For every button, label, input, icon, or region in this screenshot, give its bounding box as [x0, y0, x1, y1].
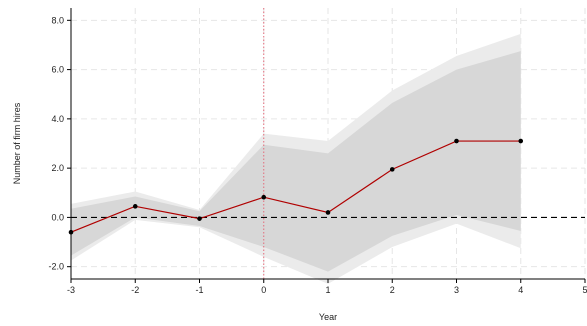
x-tick-label: 2	[390, 285, 395, 295]
series-lines	[70, 140, 521, 233]
estimate-point	[518, 138, 524, 144]
x-tick-label: -3	[67, 285, 75, 295]
y-tick-label: 8.0	[51, 15, 64, 25]
x-tick-label: -2	[131, 285, 139, 295]
y-tick-label: 6.0	[51, 65, 64, 75]
x-tick-label: 5	[582, 285, 587, 295]
inner-confidence-band	[71, 51, 521, 272]
estimate-line	[70, 140, 521, 233]
estimate-point	[325, 210, 331, 215]
estimate-point	[132, 204, 138, 209]
x-tick-label: 3	[454, 285, 459, 295]
reference-lines	[71, 8, 585, 279]
y-tick-label: 4.0	[51, 114, 64, 124]
estimate-point	[389, 167, 395, 172]
y-tick-label: 2.0	[51, 163, 64, 173]
x-tick-label: 1	[325, 285, 330, 295]
y-tick-label: 0.0	[51, 212, 64, 222]
estimate-point	[261, 194, 267, 200]
confidence-bands	[71, 33, 521, 284]
y-axis-title: Number of firm hires	[12, 102, 22, 184]
estimate-point	[454, 138, 459, 144]
x-axis-title: Year	[319, 312, 337, 322]
x-tick-label: 4	[518, 285, 523, 295]
y-axis-ticks: -2.0 0.0 2.0 4.0 6.0 8.0	[48, 15, 71, 272]
x-tick-label: 0	[261, 285, 266, 295]
estimate-point	[197, 216, 202, 221]
x-axis-ticks: -3 -2 -1 0 1 2 3 4 5	[67, 279, 587, 295]
y-tick-label: -2.0	[48, 262, 64, 272]
x-tick-label: -1	[195, 285, 203, 295]
